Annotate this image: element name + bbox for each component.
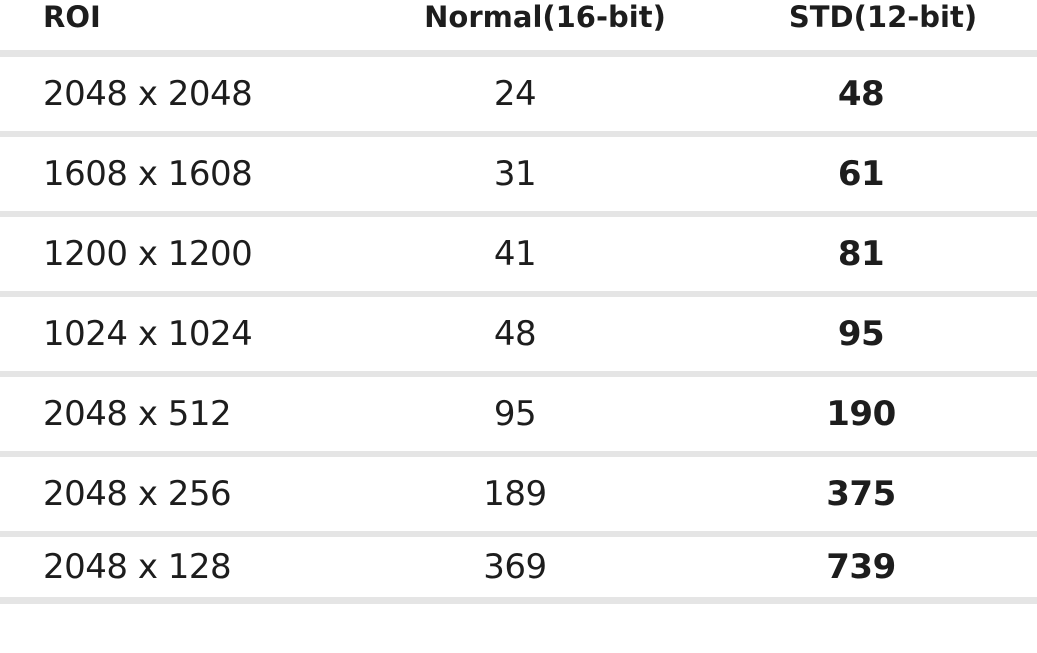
- roi-cell: 2048 x 2048: [43, 74, 253, 114]
- std-value-cell: 95: [837, 314, 885, 354]
- roi-cell: 2048 x 512: [43, 394, 232, 434]
- std-value-cell: 190: [826, 394, 896, 434]
- normal-value-cell: 48: [493, 314, 537, 354]
- table-row: 2048 x 256 189 375: [0, 457, 1037, 537]
- table-row: 1608 x 1608 31 61: [0, 137, 1037, 217]
- roi-cell: 1608 x 1608: [43, 154, 253, 194]
- column-header-roi: ROI: [43, 0, 101, 34]
- normal-value-cell: 189: [483, 474, 547, 514]
- column-header-normal-16bit: Normal(16-bit): [424, 0, 666, 34]
- table-row: 1200 x 1200 41 81: [0, 217, 1037, 297]
- std-value-cell: 81: [837, 234, 885, 274]
- normal-value-cell: 41: [493, 234, 537, 274]
- table-row: 2048 x 128 369 739: [0, 537, 1037, 604]
- table-body: 2048 x 2048 24 48 1608 x 1608 31 61 1200 x 120…: [0, 57, 1037, 604]
- std-value-cell: 48: [837, 74, 885, 114]
- roi-cell: 1200 x 1200: [43, 234, 253, 274]
- roi-cell: 1024 x 1024: [43, 314, 253, 354]
- normal-value-cell: 31: [493, 154, 537, 194]
- table-row: 2048 x 512 95 190: [0, 377, 1037, 457]
- column-header-std-12bit: STD(12-bit): [788, 0, 978, 34]
- std-value-cell: 61: [837, 154, 885, 194]
- normal-value-cell: 95: [493, 394, 537, 434]
- table-header-row: ROI Normal(16-bit) STD(12-bit): [0, 0, 1037, 57]
- roi-cell: 2048 x 256: [43, 474, 232, 514]
- std-value-cell: 739: [826, 547, 896, 587]
- std-value-cell: 375: [826, 474, 896, 514]
- table-row: 1024 x 1024 48 95: [0, 297, 1037, 377]
- normal-value-cell: 369: [483, 547, 547, 587]
- table-row: 2048 x 2048 24 48: [0, 57, 1037, 137]
- normal-value-cell: 24: [493, 74, 537, 114]
- roi-cell: 2048 x 128: [43, 547, 232, 587]
